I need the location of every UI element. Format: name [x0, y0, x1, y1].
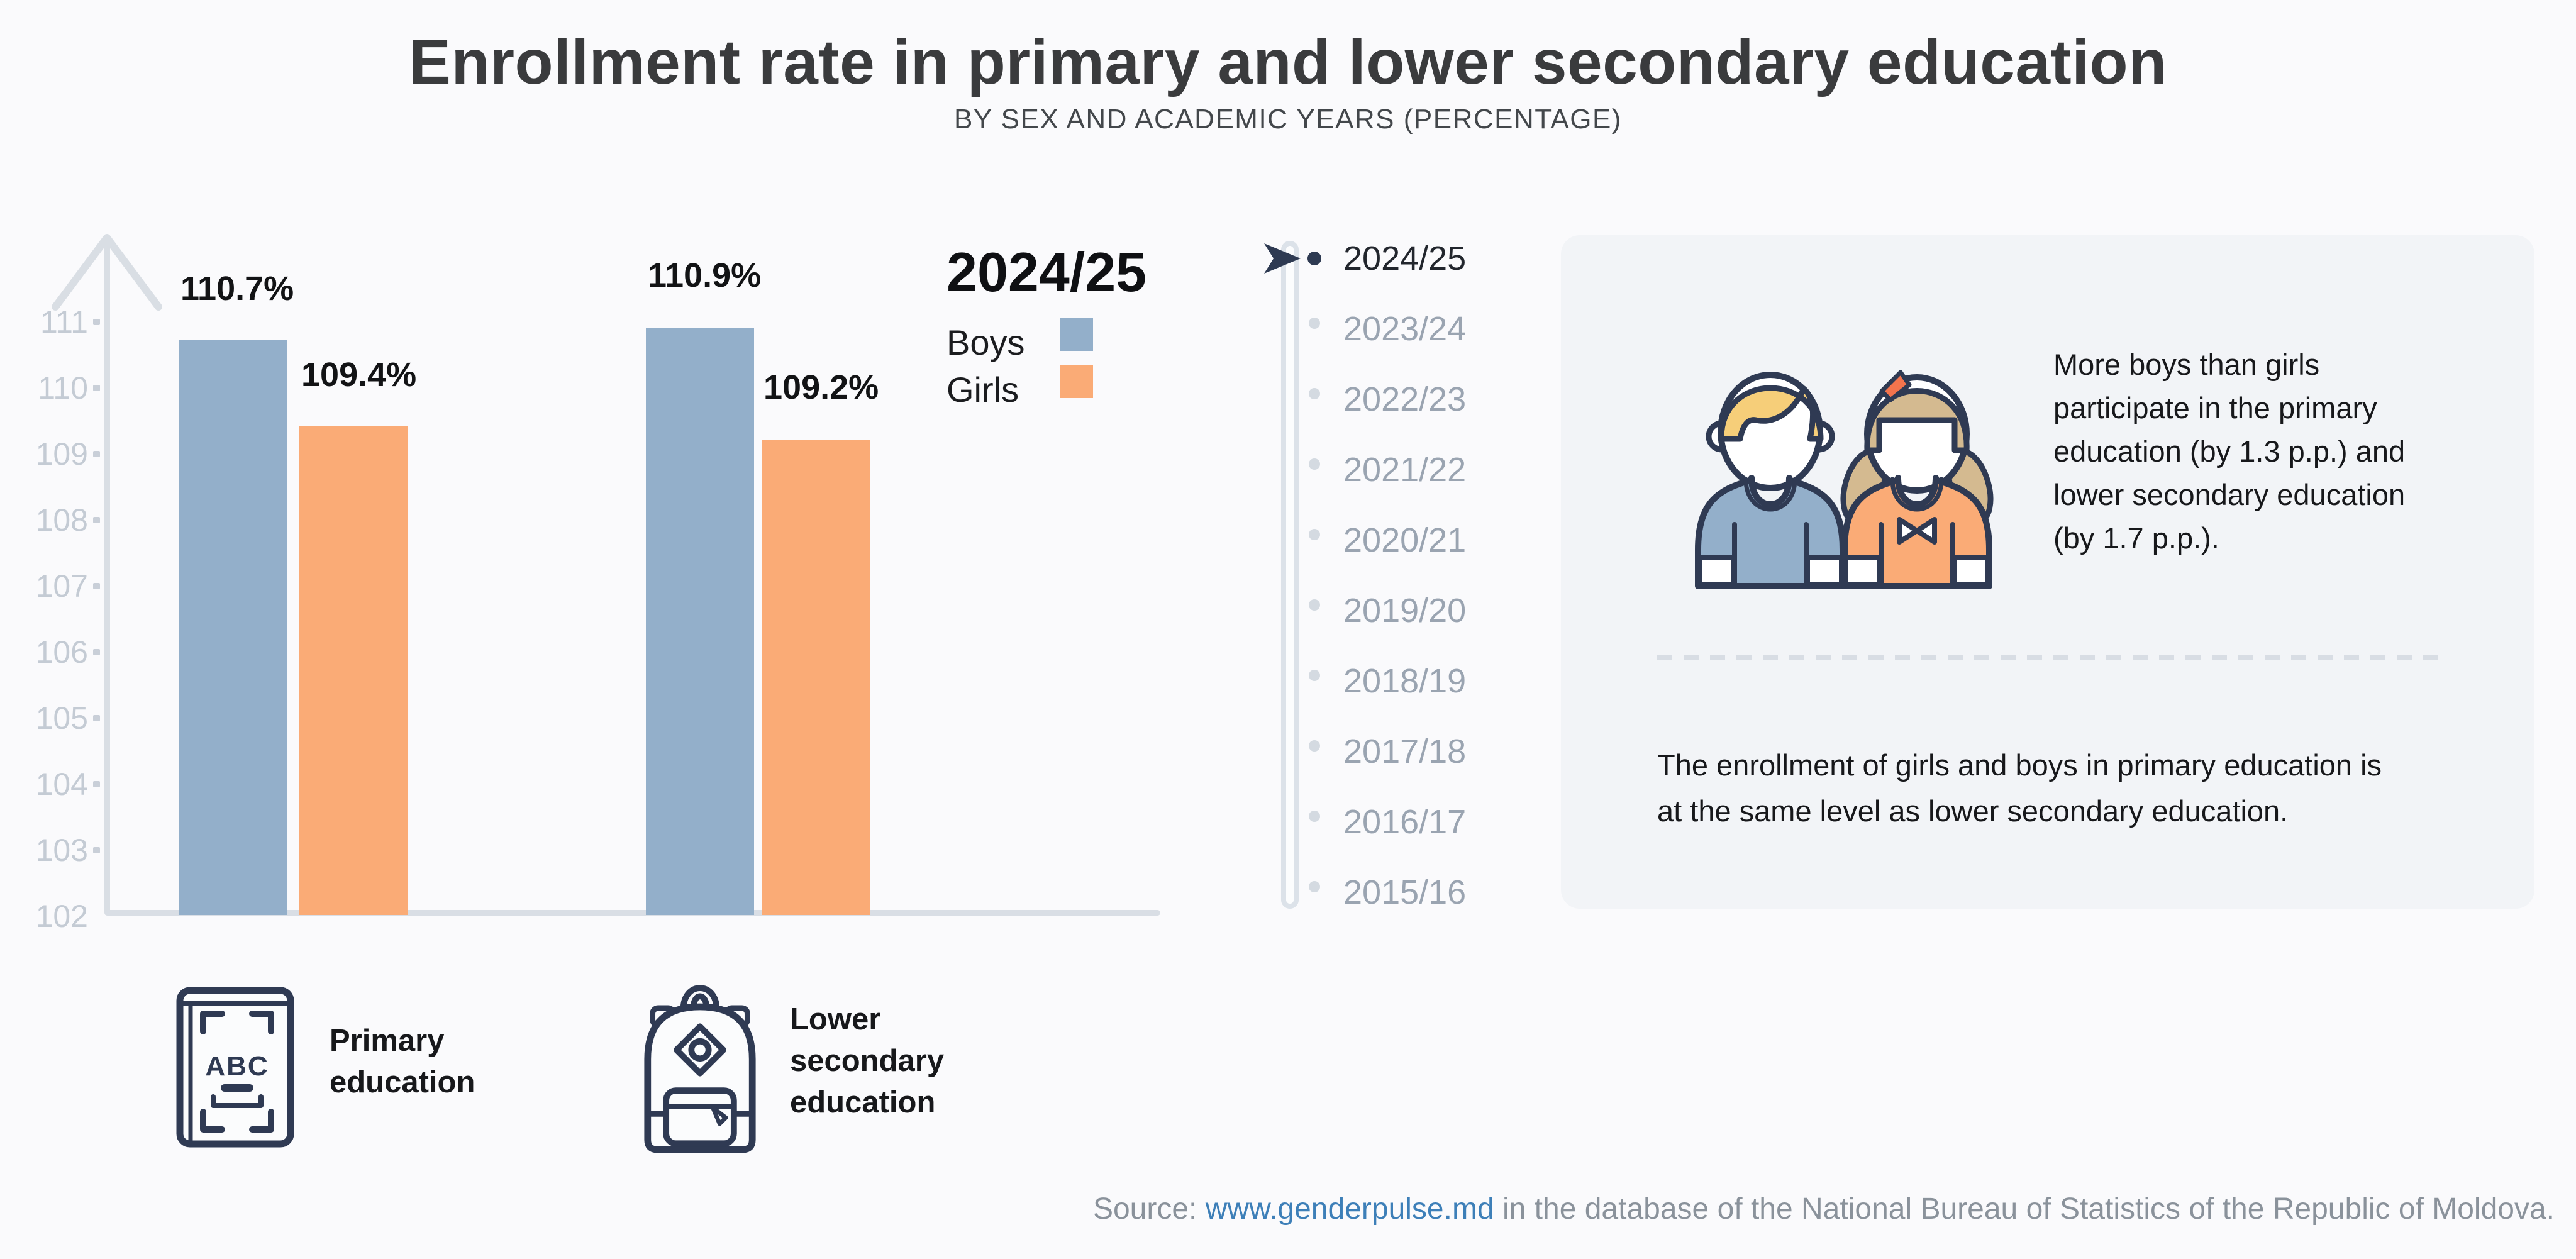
y-tick-label: 111: [40, 304, 88, 340]
page-title: Enrollment rate in primary and lower sec…: [409, 27, 2167, 97]
y-tick-mark: [93, 781, 100, 787]
y-tick-mark: [93, 385, 100, 391]
bar-girls-lower-secondary: [762, 440, 870, 915]
y-tick-label: 102: [35, 899, 88, 934]
y-tick-label: 107: [35, 568, 88, 604]
timeline-year-2018-19[interactable]: 2018/19: [1343, 662, 1467, 700]
timeline-year-2016-17[interactable]: 2016/17: [1343, 803, 1467, 841]
y-tick-mark: [93, 451, 100, 457]
timeline-year-2017-18[interactable]: 2017/18: [1343, 733, 1467, 770]
insight-text-primary: More boys than girls participate in the …: [2053, 348, 2406, 555]
abc-book-icon: ABC: [176, 987, 294, 1148]
legend-swatch-girls: [1060, 365, 1093, 398]
bar-value-girls-lower-secondary: 109.2%: [763, 369, 879, 406]
y-tick-mark: [93, 847, 100, 853]
insight-text-secondary: The enrollment of girls and boys in prim…: [1657, 748, 2382, 828]
bar-value-boys-lower-secondary: 110.9%: [648, 257, 762, 294]
timeline-dot[interactable]: [1309, 740, 1320, 752]
y-tick-mark: [93, 583, 100, 589]
legend-label-girls: Girls: [947, 370, 1019, 409]
boy-and-girl-icon: [1695, 370, 1994, 589]
y-axis-arrow-icon: [52, 234, 162, 311]
timeline-dot[interactable]: [1307, 252, 1321, 265]
timeline-dot[interactable]: [1309, 811, 1320, 822]
source-suffix: in the database of the National Bureau o…: [1494, 1192, 2555, 1226]
legend-selected-year: 2024/25: [947, 241, 1147, 303]
category-label-lower-secondary: Lower secondary education: [790, 1002, 945, 1119]
timeline-pointer-arrow-icon: [1264, 243, 1301, 274]
timeline-dot[interactable]: [1309, 318, 1320, 329]
timeline-year-2015-16[interactable]: 2015/16: [1343, 874, 1467, 911]
backpack-icon: [644, 985, 756, 1153]
legend-swatch-boys: [1060, 318, 1093, 351]
timeline-year-2020-21[interactable]: 2020/21: [1343, 521, 1467, 559]
y-tick-label: 109: [35, 436, 88, 472]
y-tick-label: 105: [35, 701, 88, 736]
timeline-dot[interactable]: [1309, 458, 1320, 470]
bar-value-girls-primary: 109.4%: [301, 356, 417, 394]
x-axis-line: [104, 910, 1160, 916]
y-tick-mark: [93, 649, 100, 655]
page-subtitle: BY SEX AND ACADEMIC YEARS (PERCENTAGE): [954, 104, 1622, 135]
timeline-track: [1281, 241, 1299, 909]
dashed-divider: [1657, 655, 2440, 660]
y-tick-label: 104: [35, 767, 88, 802]
y-tick-label: 110: [38, 370, 88, 406]
y-axis-line: [104, 239, 110, 915]
y-tick-label: 103: [35, 833, 88, 868]
timeline-year-2019-20[interactable]: 2019/20: [1343, 592, 1467, 630]
y-tick-mark: [93, 319, 100, 325]
timeline-dot[interactable]: [1309, 670, 1320, 681]
source-line: Source: www.genderpulse.md in the databa…: [1093, 1192, 2555, 1226]
timeline-year-2023-24[interactable]: 2023/24: [1343, 310, 1467, 348]
source-link[interactable]: www.genderpulse.md: [1205, 1192, 1494, 1226]
y-tick-mark: [93, 715, 100, 721]
timeline-year-2021-22[interactable]: 2021/22: [1343, 451, 1467, 489]
bar-girls-primary: [299, 426, 408, 915]
y-tick-label: 108: [35, 502, 88, 538]
timeline-year-2022-23[interactable]: 2022/23: [1343, 380, 1467, 418]
timeline-dot[interactable]: [1309, 881, 1320, 892]
timeline-year-2024-25[interactable]: 2024/25: [1343, 240, 1467, 277]
bar-value-boys-primary: 110.7%: [180, 270, 294, 308]
timeline-dot[interactable]: [1309, 388, 1320, 399]
timeline-dot[interactable]: [1309, 529, 1320, 540]
bar-boys-primary: [179, 340, 287, 915]
y-tick-mark: [93, 517, 100, 523]
svg-text:ABC: ABC: [205, 1051, 269, 1082]
category-label-primary: Primary education: [330, 1024, 475, 1099]
legend-label-boys: Boys: [947, 323, 1025, 362]
timeline-dot[interactable]: [1309, 599, 1320, 611]
source-prefix: Source:: [1092, 1192, 1206, 1226]
y-tick-label: 106: [35, 635, 88, 670]
bar-boys-lower-secondary: [646, 328, 754, 915]
